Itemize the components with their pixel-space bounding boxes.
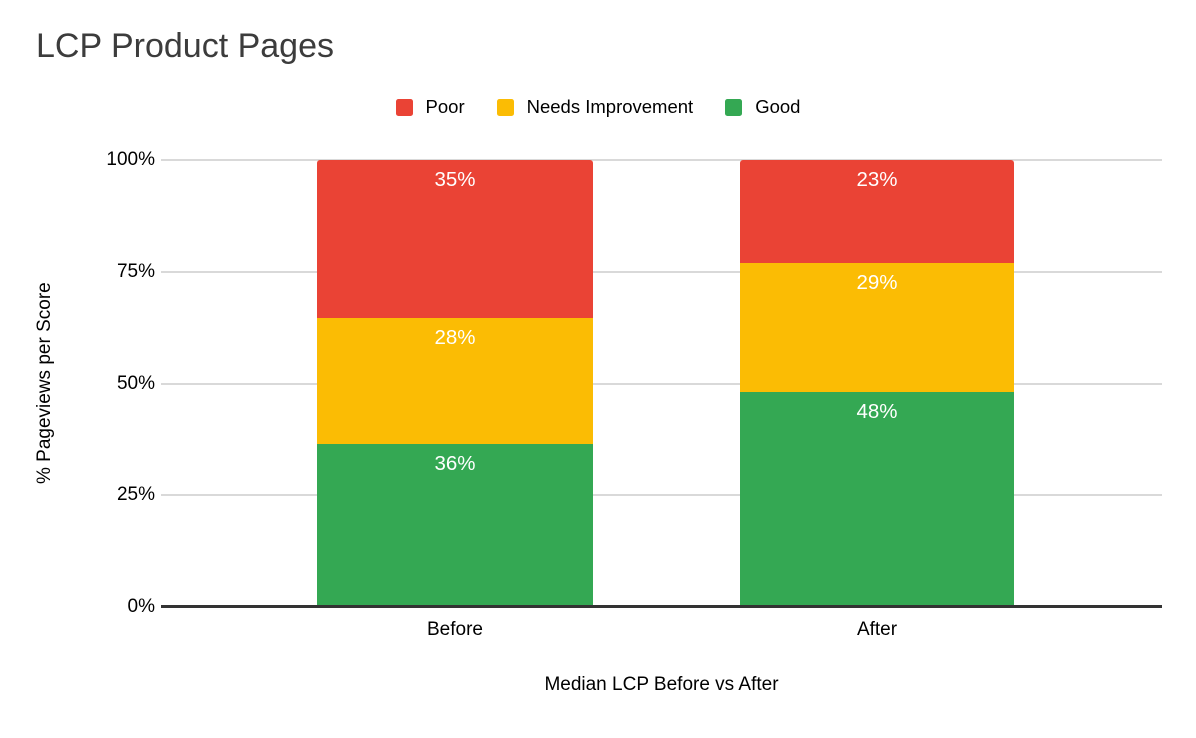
y-tick-50: 50% — [116, 372, 155, 394]
chart-title: LCP Product Pages — [36, 27, 334, 65]
segment-value-label: 48% — [856, 400, 898, 424]
y-tick-0: 0% — [127, 596, 155, 617]
bar-before: 35% 28% 36% — [317, 160, 593, 607]
gridline-50 — [161, 382, 1162, 385]
segment-value-label: 23% — [856, 168, 898, 192]
poor-swatch-icon — [395, 98, 413, 116]
legend-label-poor: Poor — [425, 96, 465, 117]
legend: Poor Needs Improvement Good — [0, 96, 1196, 118]
bar-segment-needs-improvement: 29% — [740, 262, 1014, 393]
good-swatch-icon — [725, 98, 743, 116]
legend-label-good: Good — [755, 96, 801, 117]
segment-value-label: 36% — [434, 452, 476, 476]
y-tick-100: 100% — [106, 149, 155, 170]
legend-item-needs-improvement: Needs Improvement — [496, 96, 694, 118]
bar-segment-needs-improvement: 28% — [317, 318, 593, 445]
segment-value-label: 35% — [434, 168, 476, 192]
x-category-after: After — [856, 619, 898, 640]
y-tick-25: 25% — [116, 484, 155, 506]
x-axis-line — [161, 605, 1162, 608]
bar-segment-good: 48% — [740, 392, 1014, 607]
plot-area: 100% 75% 50% 25% 0% 35% 28% 36% 23% 29% … — [106, 149, 1162, 640]
needs-improvement-swatch-icon — [496, 98, 514, 116]
y-tick-75: 75% — [116, 260, 155, 282]
segment-value-label: 29% — [856, 270, 898, 294]
bar-segment-poor: 23% — [740, 160, 1014, 263]
bar-segment-poor: 35% — [317, 160, 593, 319]
x-category-before: Before — [427, 619, 483, 640]
legend-item-poor: Poor — [395, 96, 465, 118]
legend-label-needs-improvement: Needs Improvement — [526, 96, 694, 117]
gridline-25 — [161, 494, 1162, 497]
gridline-100 — [161, 159, 1162, 161]
legend-item-good: Good — [725, 96, 800, 118]
bar-after: 23% 29% 48% — [740, 160, 1014, 607]
bar-segment-good: 36% — [317, 444, 593, 607]
x-axis-title: Median LCP Before vs After — [544, 674, 779, 695]
gridline-75 — [161, 270, 1162, 273]
segment-value-label: 28% — [434, 326, 476, 350]
